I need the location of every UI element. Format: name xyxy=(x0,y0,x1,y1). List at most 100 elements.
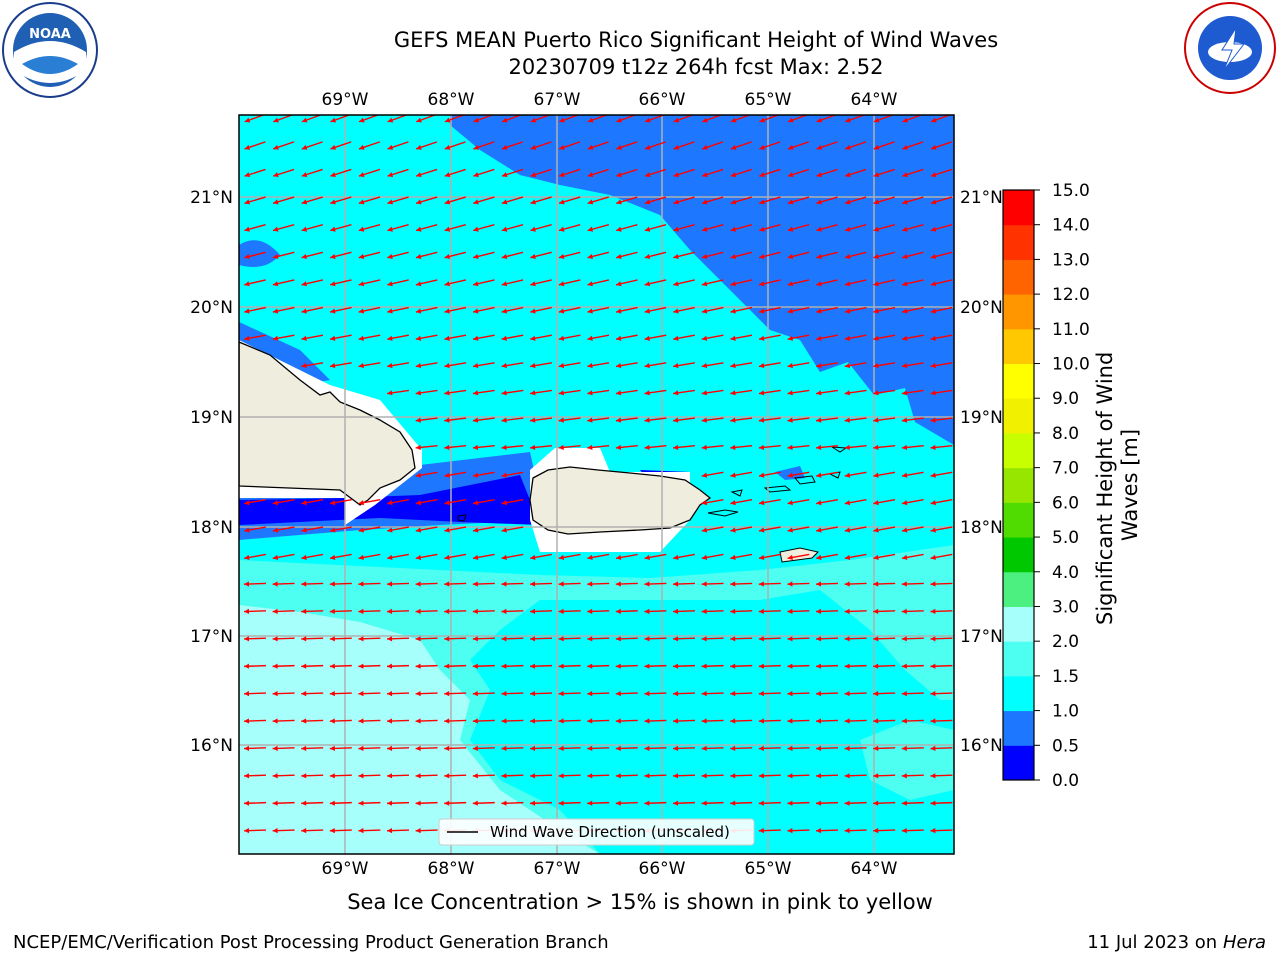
wind-arrow-icon xyxy=(644,581,667,587)
wind-arrow-icon xyxy=(787,306,810,314)
wind-arrow-icon xyxy=(444,691,467,697)
wind-arrow-icon xyxy=(672,745,696,752)
colorbar-tick-label: 0.5 xyxy=(1052,736,1079,756)
wind-arrow-icon xyxy=(387,279,409,287)
wind-arrow-icon xyxy=(243,773,267,779)
wind-arrow-icon xyxy=(243,691,267,697)
wind-arrow-icon xyxy=(387,224,409,232)
wind-arrow-icon xyxy=(415,828,438,834)
wind-arrow-icon xyxy=(730,389,753,396)
chart-title: GEFS MEAN Puerto Rico Significant Height… xyxy=(393,28,999,52)
wind-arrow-icon xyxy=(301,608,324,615)
wind-arrow-icon xyxy=(873,499,896,506)
wind-arrow-icon xyxy=(558,608,581,615)
colorbar-tick-label: 6.0 xyxy=(1052,493,1079,513)
wind-arrow-icon xyxy=(501,636,524,642)
wind-arrow-icon xyxy=(386,663,410,669)
wind-arrow-icon xyxy=(587,279,610,287)
colorbar-segment xyxy=(1003,363,1034,399)
wind-arrow-icon xyxy=(930,800,953,806)
wind-arrow-icon xyxy=(815,773,839,779)
wind-arrow-icon xyxy=(243,663,267,669)
wind-arrow-icon xyxy=(701,389,724,396)
wind-arrow-icon xyxy=(730,691,753,697)
wind-arrow-icon xyxy=(787,608,810,615)
wind-arrow-icon xyxy=(844,306,867,314)
wind-arrow-icon xyxy=(673,306,695,314)
wind-arrow-icon xyxy=(587,196,609,205)
wind-arrow-icon xyxy=(415,773,438,779)
wind-arrow-icon xyxy=(301,141,323,150)
wind-arrow-icon xyxy=(329,691,352,697)
colorbar-segment xyxy=(1003,190,1034,226)
wind-arrow-icon xyxy=(930,168,953,178)
wind-arrow-icon xyxy=(616,196,638,205)
wind-arrow-icon xyxy=(901,279,924,287)
wind-arrow-icon xyxy=(873,444,896,451)
wind-arrow-icon xyxy=(501,279,524,287)
wind-arrow-icon xyxy=(501,526,524,533)
wind-arrow-icon xyxy=(844,581,867,587)
wind-arrow-icon xyxy=(873,553,896,561)
lat-label-right: 19°N xyxy=(960,408,1003,428)
wind-arrow-icon xyxy=(415,196,438,205)
wind-arrow-icon xyxy=(329,499,352,506)
wind-arrow-icon xyxy=(930,334,953,341)
wind-arrow-icon xyxy=(444,168,466,178)
wind-arrow-icon xyxy=(386,800,410,806)
wind-arrow-icon xyxy=(672,636,696,642)
wind-arrow-icon xyxy=(816,279,838,287)
wind-arrow-icon xyxy=(272,581,295,587)
wind-arrow-icon xyxy=(901,608,924,615)
wind-arrow-icon xyxy=(329,800,352,806)
wind-arrow-icon xyxy=(329,745,352,752)
wind-arrow-icon xyxy=(558,389,581,396)
wind-arrow-icon xyxy=(243,800,267,806)
wind-arrow-icon xyxy=(644,773,667,779)
wind-arrow-icon xyxy=(272,334,295,341)
wind-arrow-icon xyxy=(444,800,467,806)
wind-arrow-icon xyxy=(673,553,695,561)
wind-arrow-icon xyxy=(930,663,953,669)
wind-arrow-icon xyxy=(730,553,753,561)
wind-arrow-icon xyxy=(815,636,839,642)
wind-arrow-icon xyxy=(644,362,667,369)
wind-arrow-icon xyxy=(844,444,867,451)
wind-arrow-icon xyxy=(301,526,324,533)
wind-arrow-icon xyxy=(730,334,753,341)
wind-arrow-icon xyxy=(901,663,924,669)
wind-arrow-icon xyxy=(787,828,810,834)
wind-arrow-icon xyxy=(930,636,953,642)
wind-arrow-icon xyxy=(244,553,266,561)
wind-arrow-icon xyxy=(730,718,753,724)
wind-arrow-icon xyxy=(415,663,438,669)
wind-arrow-icon xyxy=(444,608,467,615)
wind-arrow-icon xyxy=(615,581,638,587)
wind-arrow-icon xyxy=(558,663,581,669)
wind-arrow-icon xyxy=(816,499,838,506)
wind-arrow-icon xyxy=(529,417,553,423)
wind-arrow-icon xyxy=(387,141,409,150)
wind-arrow-icon xyxy=(272,141,295,150)
wind-arrow-icon xyxy=(243,636,267,642)
wind-arrow-icon xyxy=(329,553,352,561)
wind-arrow-icon xyxy=(472,471,495,478)
colorbar-segment xyxy=(1003,467,1034,503)
wind-arrow-icon xyxy=(730,279,753,287)
wind-arrow-icon xyxy=(301,663,324,669)
wind-arrow-icon xyxy=(930,417,953,423)
wind-arrow-icon xyxy=(272,224,295,232)
wind-arrow-icon xyxy=(901,334,924,341)
wind-arrow-icon xyxy=(901,444,924,451)
wind-arrow-icon xyxy=(415,636,438,642)
lat-label-right: 20°N xyxy=(960,298,1003,318)
wind-arrow-icon xyxy=(329,718,352,724)
wind-arrow-icon xyxy=(758,553,781,561)
wind-arrow-icon xyxy=(644,718,667,724)
wind-arrow-icon xyxy=(644,608,667,615)
wind-arrow-icon xyxy=(529,608,553,615)
colorbar-segment xyxy=(1003,224,1034,260)
wind-arrow-icon xyxy=(816,141,838,150)
wind-arrow-icon xyxy=(501,800,524,806)
wind-arrow-icon xyxy=(358,279,381,287)
